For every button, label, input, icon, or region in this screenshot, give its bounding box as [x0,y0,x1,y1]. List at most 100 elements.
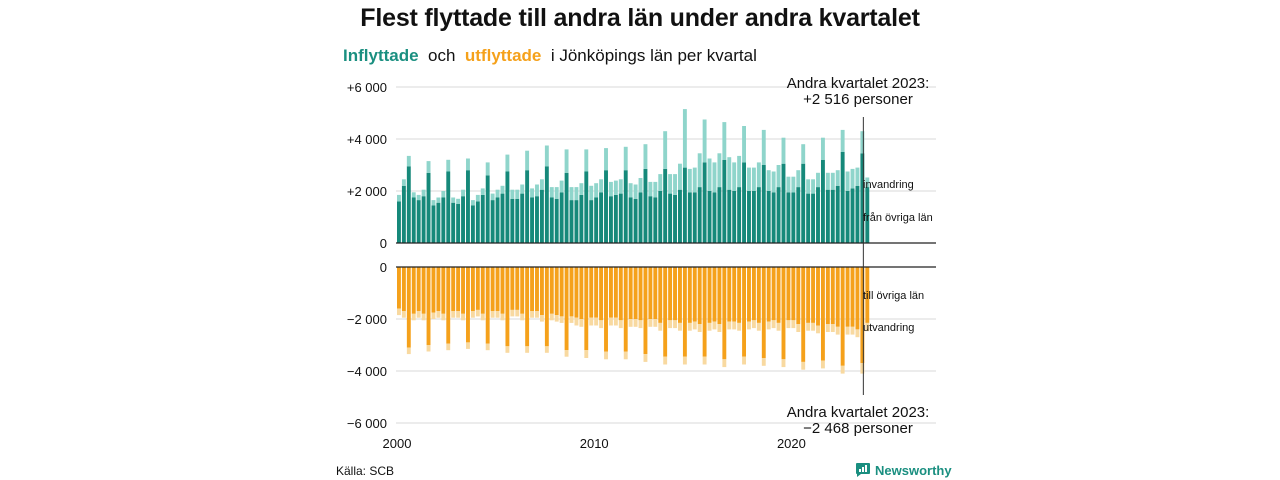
bar-out-domestic [751,267,756,321]
bar-out-foreign [682,356,687,365]
newsworthy-logo[interactable]: Newsworthy [855,462,952,478]
bar-out-foreign [633,319,638,327]
bar-out-domestic [702,267,707,357]
bar-in-foreign [825,172,830,190]
bar-out-domestic [737,267,742,323]
bar-out-foreign [751,320,756,329]
bar-out-foreign [515,309,520,317]
bar-in-foreign [737,155,742,188]
bar-in-foreign [446,159,451,172]
bar-in-domestic [530,197,535,243]
bar-in-domestic [544,166,549,243]
bar-out-domestic [505,267,510,347]
bar-in-domestic [539,189,544,243]
bar-out-foreign [525,346,530,353]
bar-out-domestic [687,267,692,323]
bar-in-domestic [722,159,727,243]
bar-out-foreign [771,320,776,329]
bar-out-foreign [801,361,806,370]
y-tick-label-top: +6 000 [347,80,387,95]
bar-in-domestic [416,200,421,243]
bar-in-domestic [806,193,811,243]
bar-out-domestic [564,267,569,351]
bar-in-domestic [510,198,515,243]
bar-in-foreign [539,179,544,190]
bar-out-domestic [845,267,850,327]
bar-in-domestic [406,166,411,243]
bar-in-domestic [840,152,845,243]
bar-out-domestic [623,267,628,352]
bar-out-foreign [574,317,579,326]
bar-out-foreign [835,326,840,335]
bar-out-domestic [707,267,712,323]
bar-out-domestic [451,267,456,312]
bar-in-domestic [549,197,554,243]
bar-in-domestic [564,172,569,243]
bar-in-domestic [613,194,618,243]
bar-in-domestic [579,194,584,243]
bar-out-foreign [564,350,569,357]
bar-in-domestic [751,191,756,243]
bar-in-domestic [742,162,746,243]
bar-in-foreign [426,161,431,173]
bar-out-foreign [687,322,692,331]
bar-out-domestic [668,267,673,321]
subtitle-and-label: och [428,46,456,65]
bar-out-foreign [811,322,816,331]
bar-in-foreign [855,167,860,186]
bar-in-foreign [678,163,682,190]
bar-in-foreign [697,153,702,188]
bar-in-domestic [816,187,820,243]
bar-out-domestic [475,267,480,310]
bar-out-foreign [697,324,702,332]
y-tick-label-bottom: −2 000 [347,312,387,327]
annotation-top-line1: Andra kvartalet 2023: [787,75,930,92]
bar-in-foreign [633,184,638,199]
bar-out-foreign [820,360,825,369]
bar-in-foreign [416,194,421,201]
bar-in-foreign [515,189,520,199]
bar-in-domestic [515,198,520,243]
bar-in-domestic [421,196,426,243]
annotation-bottom-line2: −2 468 personer [803,420,913,437]
bar-out-domestic [796,267,801,325]
bar-in-domestic [485,175,490,243]
bar-in-domestic [490,200,495,243]
y-tick-label-bottom: −6 000 [347,416,387,431]
bar-in-domestic [638,192,643,243]
bar-out-domestic [411,267,416,314]
bar-in-domestic [771,192,776,243]
bar-out-domestic [653,267,658,319]
bar-in-foreign [505,154,510,172]
bar-in-domestic [451,202,456,243]
bar-out-domestic [811,267,816,323]
x-tick-label: 2010 [580,436,609,451]
bar-in-domestic [707,191,712,243]
bar-out-foreign [618,320,623,329]
bar-out-domestic [712,267,717,322]
bar-in-domestic [623,170,628,243]
bar-in-domestic [633,198,638,243]
bar-out-domestic [397,267,401,309]
bar-in-domestic [628,197,633,243]
bar-out-foreign [613,317,618,326]
bar-in-domestic [535,196,539,243]
bar-out-foreign [436,311,441,318]
bar-in-domestic [618,193,623,243]
source-note: Källa: SCB [336,464,395,478]
bar-out-domestic [406,267,411,348]
bar-out-domestic [530,267,535,312]
bar-in-foreign [401,179,406,186]
bar-out-foreign [668,320,673,329]
bar-in-foreign [480,188,485,195]
bar-out-domestic [579,267,584,319]
bar-out-foreign [608,317,613,326]
bar-in-foreign [485,162,490,176]
annotation-bottom-line1: Andra kvartalet 2023: [787,404,930,421]
bar-in-domestic [727,189,732,243]
bar-in-foreign [682,109,687,168]
bar-out-domestic [554,267,559,316]
bar-out-domestic [421,267,426,314]
bar-out-domestic [446,267,451,344]
